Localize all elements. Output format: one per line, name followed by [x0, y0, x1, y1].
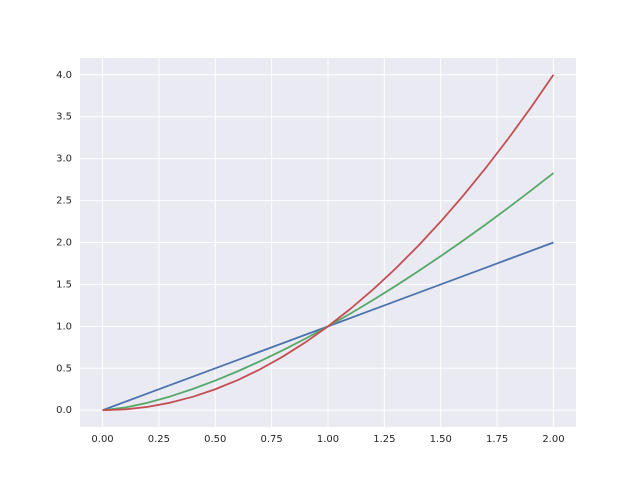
x-tick-label: 2.00 [542, 434, 564, 445]
x-tick-label: 0.25 [148, 434, 170, 445]
y-tick-label: 2.5 [56, 196, 72, 207]
y-tick-label: 3.0 [56, 154, 72, 165]
x-tick-label: 0.50 [204, 434, 226, 445]
y-tick-label: 0.0 [56, 405, 72, 416]
y-tick-label: 4.0 [56, 70, 72, 81]
x-tick-label: 1.50 [430, 434, 452, 445]
x-tick-label: 1.00 [317, 434, 339, 445]
x-tick-label: 1.75 [486, 434, 508, 445]
y-tick-label: 3.5 [56, 112, 72, 123]
y-tick-label: 1.5 [56, 279, 72, 290]
y-tick-label: 2.0 [56, 238, 72, 249]
x-tick-label: 1.25 [373, 434, 395, 445]
x-tick-label: 0.00 [91, 434, 113, 445]
x-tick-label: 0.75 [261, 434, 283, 445]
y-tick-label: 1.0 [56, 321, 72, 332]
line [102, 74, 555, 412]
y-tick-label: 0.5 [56, 363, 72, 374]
